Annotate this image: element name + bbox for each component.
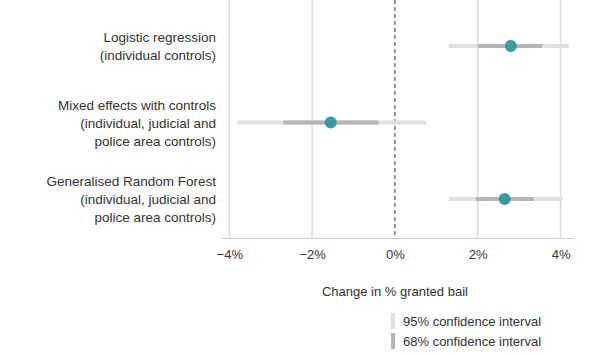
point-estimate (499, 193, 511, 205)
tick-label: 0% (386, 247, 405, 262)
tick: 0% (386, 238, 405, 262)
legend-swatch (391, 313, 395, 329)
legend-swatch (391, 333, 395, 349)
grid-line (477, 0, 479, 238)
legend-label: 95% confidence interval (403, 314, 541, 329)
tick: −4% (217, 238, 244, 262)
category-label: Generalised Random Forest(individual, ju… (46, 174, 216, 225)
tick-label: −2% (299, 247, 326, 262)
tick: 4% (552, 238, 571, 262)
grid-line (229, 0, 231, 238)
marks (238, 40, 569, 205)
grid (229, 0, 560, 238)
tick-label: 4% (552, 247, 571, 262)
tick: −2% (299, 238, 326, 262)
legend-label: 68% confidence interval (403, 334, 541, 349)
tick-label: −4% (217, 247, 244, 262)
point-estimate (505, 40, 517, 52)
zero-line (394, 0, 395, 238)
x-axis: −4% −2% 0% 2% 4% (217, 238, 574, 262)
category-label: Logistic regression(individual controls) (100, 30, 216, 63)
legend: 95% confidence interval 68% confidence in… (391, 313, 541, 349)
category-label: Mixed effects with controls(individual, … (58, 98, 216, 149)
axis-title: Change in % granted bail (322, 284, 468, 299)
tick-label: 2% (469, 247, 488, 262)
point-estimate (325, 117, 337, 129)
grid-line (311, 0, 313, 238)
axis-line (222, 238, 574, 239)
tick: 2% (469, 238, 488, 262)
grid-line (560, 0, 562, 238)
chart: −4% −2% 0% 2% 4% Change in % granted bail Logi… (0, 0, 598, 354)
